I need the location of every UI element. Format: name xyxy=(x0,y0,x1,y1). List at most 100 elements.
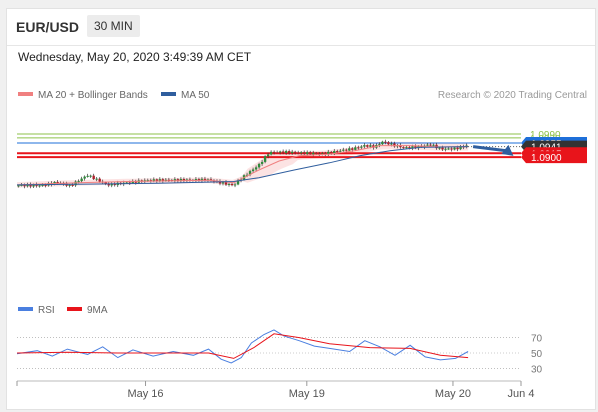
candle-body xyxy=(302,152,306,154)
candle-body xyxy=(357,147,360,149)
candle-body xyxy=(266,154,270,157)
price-level-tag-5 xyxy=(521,151,587,164)
candle-body xyxy=(104,182,107,184)
candle-body xyxy=(164,179,168,181)
candle-body xyxy=(98,178,101,182)
candle-body xyxy=(411,146,414,149)
candle-body xyxy=(450,148,453,150)
candle-body xyxy=(330,151,333,154)
candle-body xyxy=(221,182,225,184)
candle-body xyxy=(305,152,309,154)
candle-body xyxy=(251,169,255,172)
x-tick-label: May 16 xyxy=(127,388,163,400)
candle-body xyxy=(89,175,92,177)
candle-body xyxy=(366,145,369,147)
candle-body xyxy=(152,179,156,181)
candle-body xyxy=(263,156,267,162)
x-axis-ticks: May 16 May 19 May 20 Jun 4 xyxy=(16,381,534,400)
legend-ma50: MA 50 xyxy=(181,90,210,101)
candle-body xyxy=(194,179,198,181)
candle-body xyxy=(68,184,71,186)
candle-body xyxy=(429,144,432,146)
candle-body xyxy=(426,144,429,146)
candle-body xyxy=(269,151,273,155)
price-chart: MA 20 + Bollinger Bands MA 50 Research ©… xyxy=(16,90,587,400)
candle-body xyxy=(125,182,128,184)
candle-body xyxy=(360,146,363,148)
candle-body xyxy=(420,146,423,148)
candle-body xyxy=(348,148,351,151)
price-level-label-5: 1.0900 xyxy=(531,153,562,164)
candle-body xyxy=(345,149,348,151)
candle-body xyxy=(182,178,186,181)
rsi-tick-label: 50 xyxy=(531,349,543,360)
candle-body xyxy=(393,143,396,147)
candle-body xyxy=(447,148,450,150)
legend-9ma: 9MA xyxy=(87,305,108,316)
rsi-tick-label: 30 xyxy=(531,364,543,375)
candle-body xyxy=(315,152,318,154)
candle-body xyxy=(188,179,192,181)
candle-body xyxy=(233,184,237,186)
candle-body xyxy=(41,184,44,186)
candle-body xyxy=(414,146,417,149)
candle-body xyxy=(257,163,261,168)
chart-card: EUR/USD 30 MIN Wednesday, May 20, 2020 3… xyxy=(6,8,596,410)
ma50-line xyxy=(16,146,469,186)
legend-swatch-rsi xyxy=(18,307,33,311)
candle-body xyxy=(390,143,393,145)
candle-body xyxy=(456,147,459,150)
candle-body xyxy=(333,151,336,154)
candle-body xyxy=(387,142,390,145)
candle-body xyxy=(278,151,282,153)
candle-body xyxy=(378,144,381,146)
candle-body xyxy=(254,167,258,170)
legend-rsi: RSI xyxy=(38,305,55,316)
candle-body xyxy=(236,180,240,185)
candle-body xyxy=(38,185,41,187)
legend-ma20: MA 20 + Bollinger Bands xyxy=(38,90,148,101)
candle-body xyxy=(290,151,294,154)
candle-body xyxy=(275,152,279,154)
candle-body xyxy=(245,174,249,176)
candle-body xyxy=(312,152,315,155)
candle-body xyxy=(438,147,441,149)
price-level-label-0: 1.0990 xyxy=(530,130,561,141)
candle-body xyxy=(95,178,98,180)
candle-body xyxy=(363,145,366,147)
candle-body xyxy=(83,176,86,179)
candle-body xyxy=(432,144,435,146)
candle-body xyxy=(44,184,47,186)
candle-body xyxy=(272,151,276,153)
candle-body xyxy=(224,182,228,185)
candle-body xyxy=(444,148,447,150)
candle-body xyxy=(203,178,207,181)
timestamp: Wednesday, May 20, 2020 3:49:39 AM CET xyxy=(18,50,252,64)
candle-body xyxy=(296,152,300,154)
candle-body xyxy=(281,151,285,153)
candle-body xyxy=(197,179,201,181)
legend-swatch-9ma xyxy=(67,307,82,311)
candle-body xyxy=(107,183,110,186)
candle-body xyxy=(26,184,29,187)
candle-body xyxy=(167,179,171,181)
candle-body xyxy=(230,183,234,186)
candle-body xyxy=(354,147,357,150)
candle-body xyxy=(293,151,297,153)
timeframe-badge[interactable]: 30 MIN xyxy=(87,15,140,37)
ma20-line xyxy=(16,145,469,186)
candle-body xyxy=(20,184,23,186)
candle-body xyxy=(459,146,462,150)
candle-body xyxy=(56,182,59,184)
rsi-line xyxy=(16,329,469,364)
candle-body xyxy=(86,175,89,177)
forecast-arrow-head xyxy=(501,144,514,156)
candle-body xyxy=(408,147,411,149)
candle-body xyxy=(260,161,264,164)
symbol-label: EUR/USD xyxy=(16,19,80,35)
candle-body xyxy=(71,184,74,186)
candle-body xyxy=(179,178,183,182)
candle-body xyxy=(339,150,342,152)
candle-body xyxy=(227,183,231,185)
